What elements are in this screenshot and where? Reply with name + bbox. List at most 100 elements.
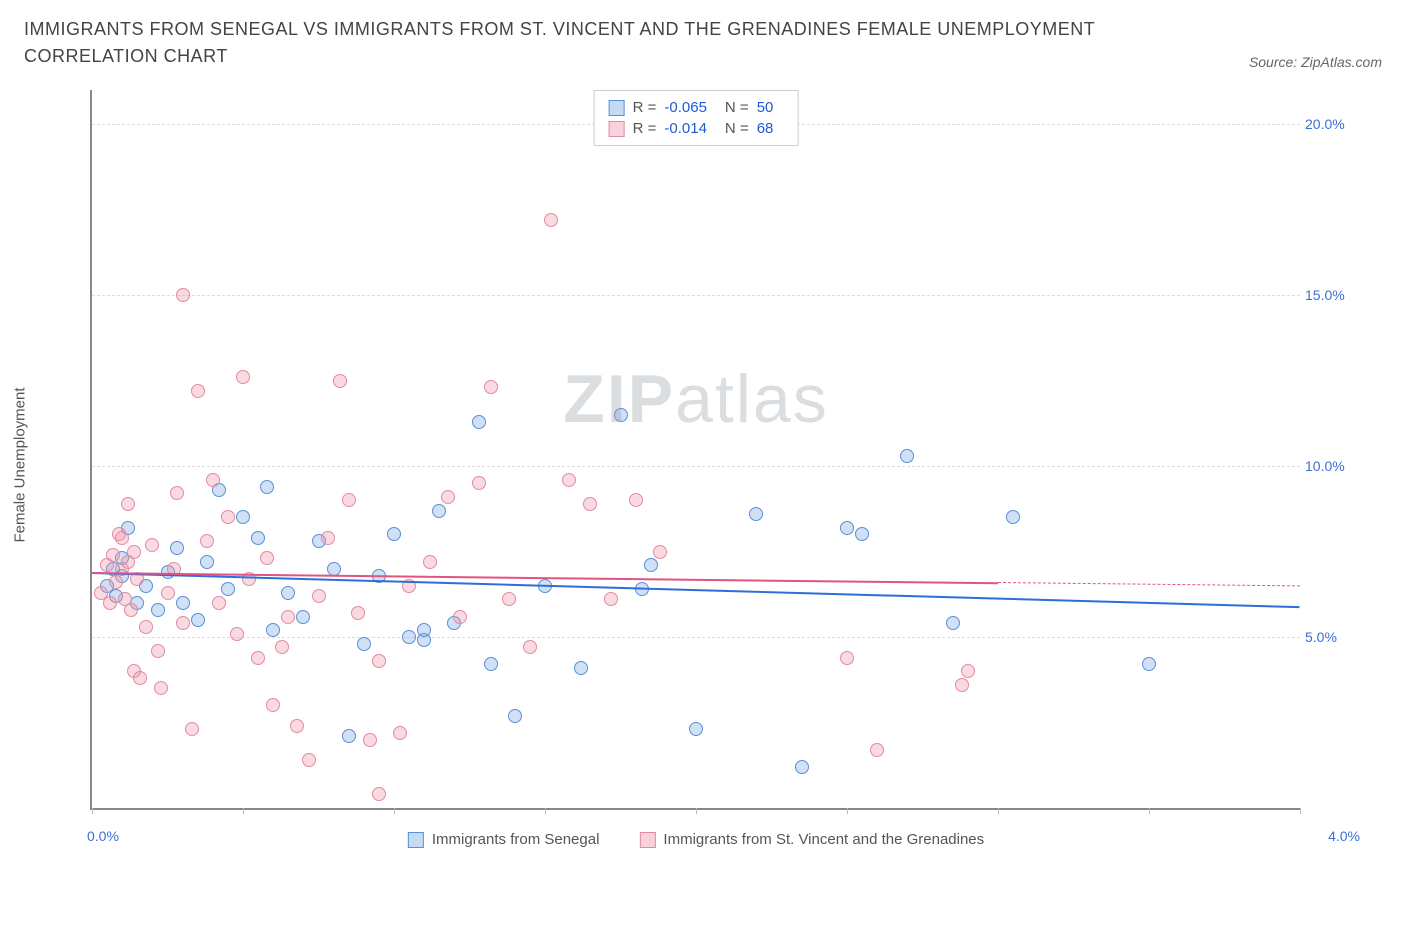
data-point-stvincent xyxy=(106,548,120,562)
gridline xyxy=(92,466,1300,467)
data-point-stvincent xyxy=(127,545,141,559)
data-point-stvincent xyxy=(562,473,576,487)
source-link[interactable]: ZipAtlas.com xyxy=(1301,54,1382,70)
data-point-stvincent xyxy=(221,510,235,524)
data-point-senegal xyxy=(614,408,628,422)
data-point-stvincent xyxy=(312,589,326,603)
r-value-senegal: -0.065 xyxy=(664,97,707,118)
data-point-stvincent xyxy=(372,787,386,801)
data-point-senegal xyxy=(357,637,371,651)
data-point-senegal xyxy=(170,541,184,555)
data-point-stvincent xyxy=(139,620,153,634)
x-tick-mark xyxy=(1149,808,1150,814)
data-point-senegal xyxy=(176,596,190,610)
x-tick-mark xyxy=(1300,808,1301,814)
r-value-stvincent: -0.014 xyxy=(664,118,707,139)
x-axis-label-left: 0.0% xyxy=(87,828,119,844)
data-point-senegal xyxy=(644,558,658,572)
data-point-stvincent xyxy=(230,627,244,641)
data-point-senegal xyxy=(251,531,265,545)
data-point-stvincent xyxy=(955,678,969,692)
data-point-senegal xyxy=(387,527,401,541)
data-point-senegal xyxy=(432,504,446,518)
trend-line-dash-stvincent xyxy=(998,582,1300,586)
data-point-stvincent xyxy=(523,640,537,654)
y-tick-label: 5.0% xyxy=(1305,629,1360,645)
data-point-stvincent xyxy=(302,753,316,767)
data-point-stvincent xyxy=(154,681,168,695)
data-point-stvincent xyxy=(423,555,437,569)
watermark-light: atlas xyxy=(675,361,829,437)
data-point-stvincent xyxy=(103,596,117,610)
watermark-bold: ZIP xyxy=(563,361,675,437)
data-point-senegal xyxy=(484,657,498,671)
data-point-stvincent xyxy=(176,288,190,302)
data-point-stvincent xyxy=(840,651,854,665)
data-point-stvincent xyxy=(266,698,280,712)
data-point-stvincent xyxy=(393,726,407,740)
data-point-stvincent xyxy=(583,497,597,511)
data-point-stvincent xyxy=(290,719,304,733)
data-point-senegal xyxy=(795,760,809,774)
data-point-senegal xyxy=(417,623,431,637)
data-point-stvincent xyxy=(191,384,205,398)
data-point-senegal xyxy=(296,610,310,624)
n-label: N = xyxy=(725,97,749,118)
legend: Immigrants from SenegalImmigrants from S… xyxy=(408,831,984,848)
x-tick-mark xyxy=(696,808,697,814)
data-point-stvincent xyxy=(453,610,467,624)
data-point-stvincent xyxy=(484,380,498,394)
data-point-stvincent xyxy=(321,531,335,545)
data-point-stvincent xyxy=(275,640,289,654)
data-point-stvincent xyxy=(472,476,486,490)
n-value-senegal: 50 xyxy=(757,97,774,118)
chart-container: Female Unemployment R =-0.065N =50R =-0.… xyxy=(60,80,1360,850)
data-point-senegal xyxy=(281,586,295,600)
source: Source: ZipAtlas.com xyxy=(1249,54,1382,70)
data-point-senegal xyxy=(574,661,588,675)
legend-label-stvincent: Immigrants from St. Vincent and the Gren… xyxy=(663,831,984,848)
y-axis-label: Female Unemployment xyxy=(12,387,29,542)
data-point-stvincent xyxy=(363,733,377,747)
data-point-stvincent xyxy=(133,671,147,685)
x-tick-mark xyxy=(394,808,395,814)
data-point-stvincent xyxy=(870,743,884,757)
data-point-stvincent xyxy=(145,538,159,552)
chart-title: IMMIGRANTS FROM SENEGAL VS IMMIGRANTS FR… xyxy=(24,16,1124,70)
n-label: N = xyxy=(725,118,749,139)
data-point-senegal xyxy=(840,521,854,535)
data-point-senegal xyxy=(327,562,341,576)
data-point-stvincent xyxy=(342,493,356,507)
data-point-stvincent xyxy=(170,486,184,500)
data-point-senegal xyxy=(1006,510,1020,524)
source-prefix: Source: xyxy=(1249,54,1301,70)
data-point-stvincent xyxy=(281,610,295,624)
y-tick-label: 20.0% xyxy=(1305,116,1360,132)
data-point-senegal xyxy=(472,415,486,429)
data-point-stvincent xyxy=(109,575,123,589)
data-point-senegal xyxy=(855,527,869,541)
data-point-senegal xyxy=(402,630,416,644)
data-point-stvincent xyxy=(200,534,214,548)
data-point-stvincent xyxy=(124,603,138,617)
data-point-senegal xyxy=(1142,657,1156,671)
data-point-stvincent xyxy=(544,213,558,227)
data-point-senegal xyxy=(900,449,914,463)
data-point-stvincent xyxy=(333,374,347,388)
data-point-stvincent xyxy=(121,497,135,511)
swatch-stvincent xyxy=(609,121,625,137)
watermark: ZIPatlas xyxy=(563,360,828,438)
data-point-stvincent xyxy=(260,551,274,565)
gridline xyxy=(92,295,1300,296)
plot-area: R =-0.065N =50R =-0.014N =68 ZIPatlas 0.… xyxy=(90,90,1300,810)
x-tick-mark xyxy=(847,808,848,814)
data-point-senegal xyxy=(749,507,763,521)
data-point-senegal xyxy=(236,510,250,524)
data-point-senegal xyxy=(508,709,522,723)
data-point-senegal xyxy=(342,729,356,743)
data-point-stvincent xyxy=(236,370,250,384)
legend-item-stvincent: Immigrants from St. Vincent and the Gren… xyxy=(639,831,984,848)
r-label: R = xyxy=(633,118,657,139)
data-point-senegal xyxy=(266,623,280,637)
r-label: R = xyxy=(633,97,657,118)
